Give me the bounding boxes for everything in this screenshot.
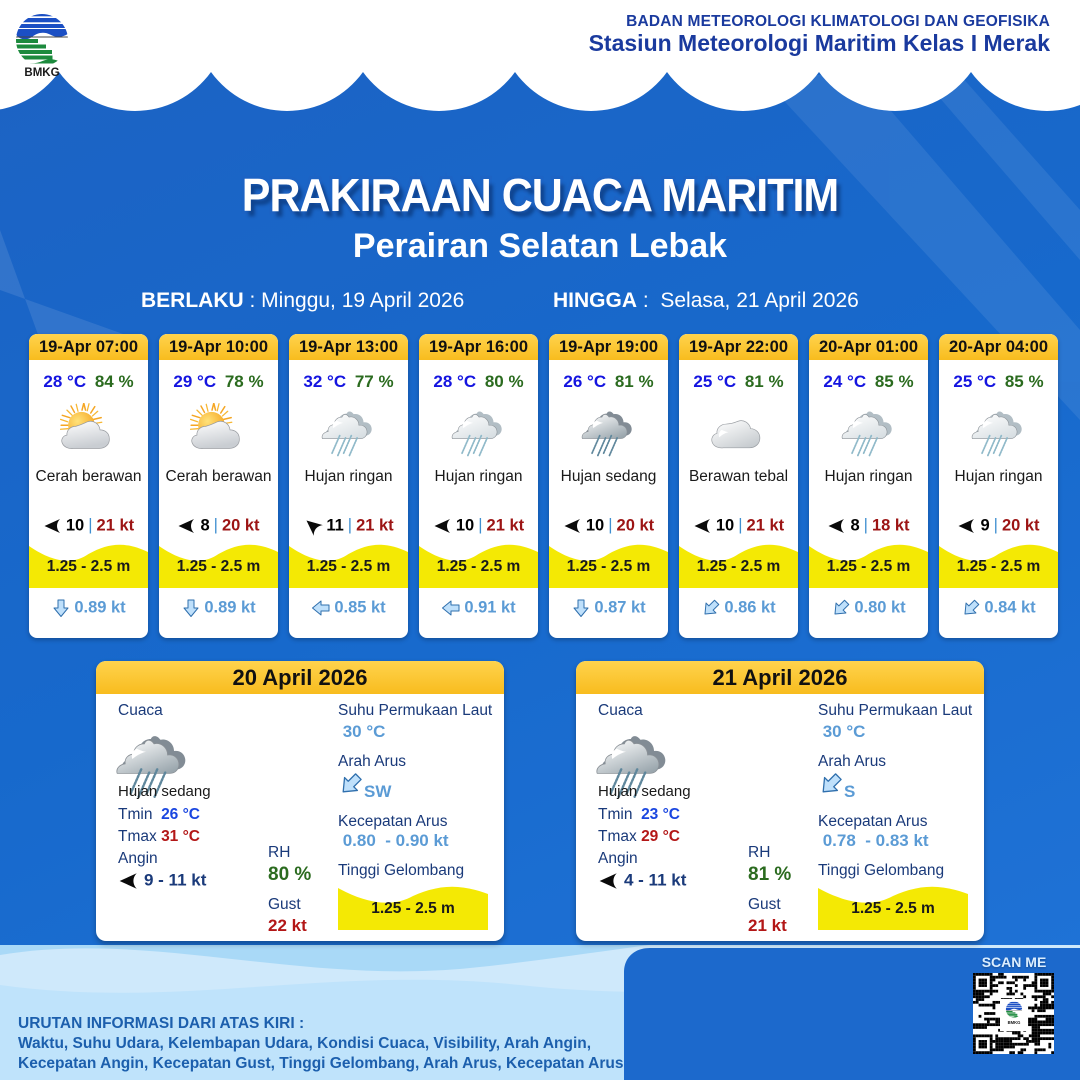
svg-text:BMKG: BMKG — [24, 67, 59, 79]
